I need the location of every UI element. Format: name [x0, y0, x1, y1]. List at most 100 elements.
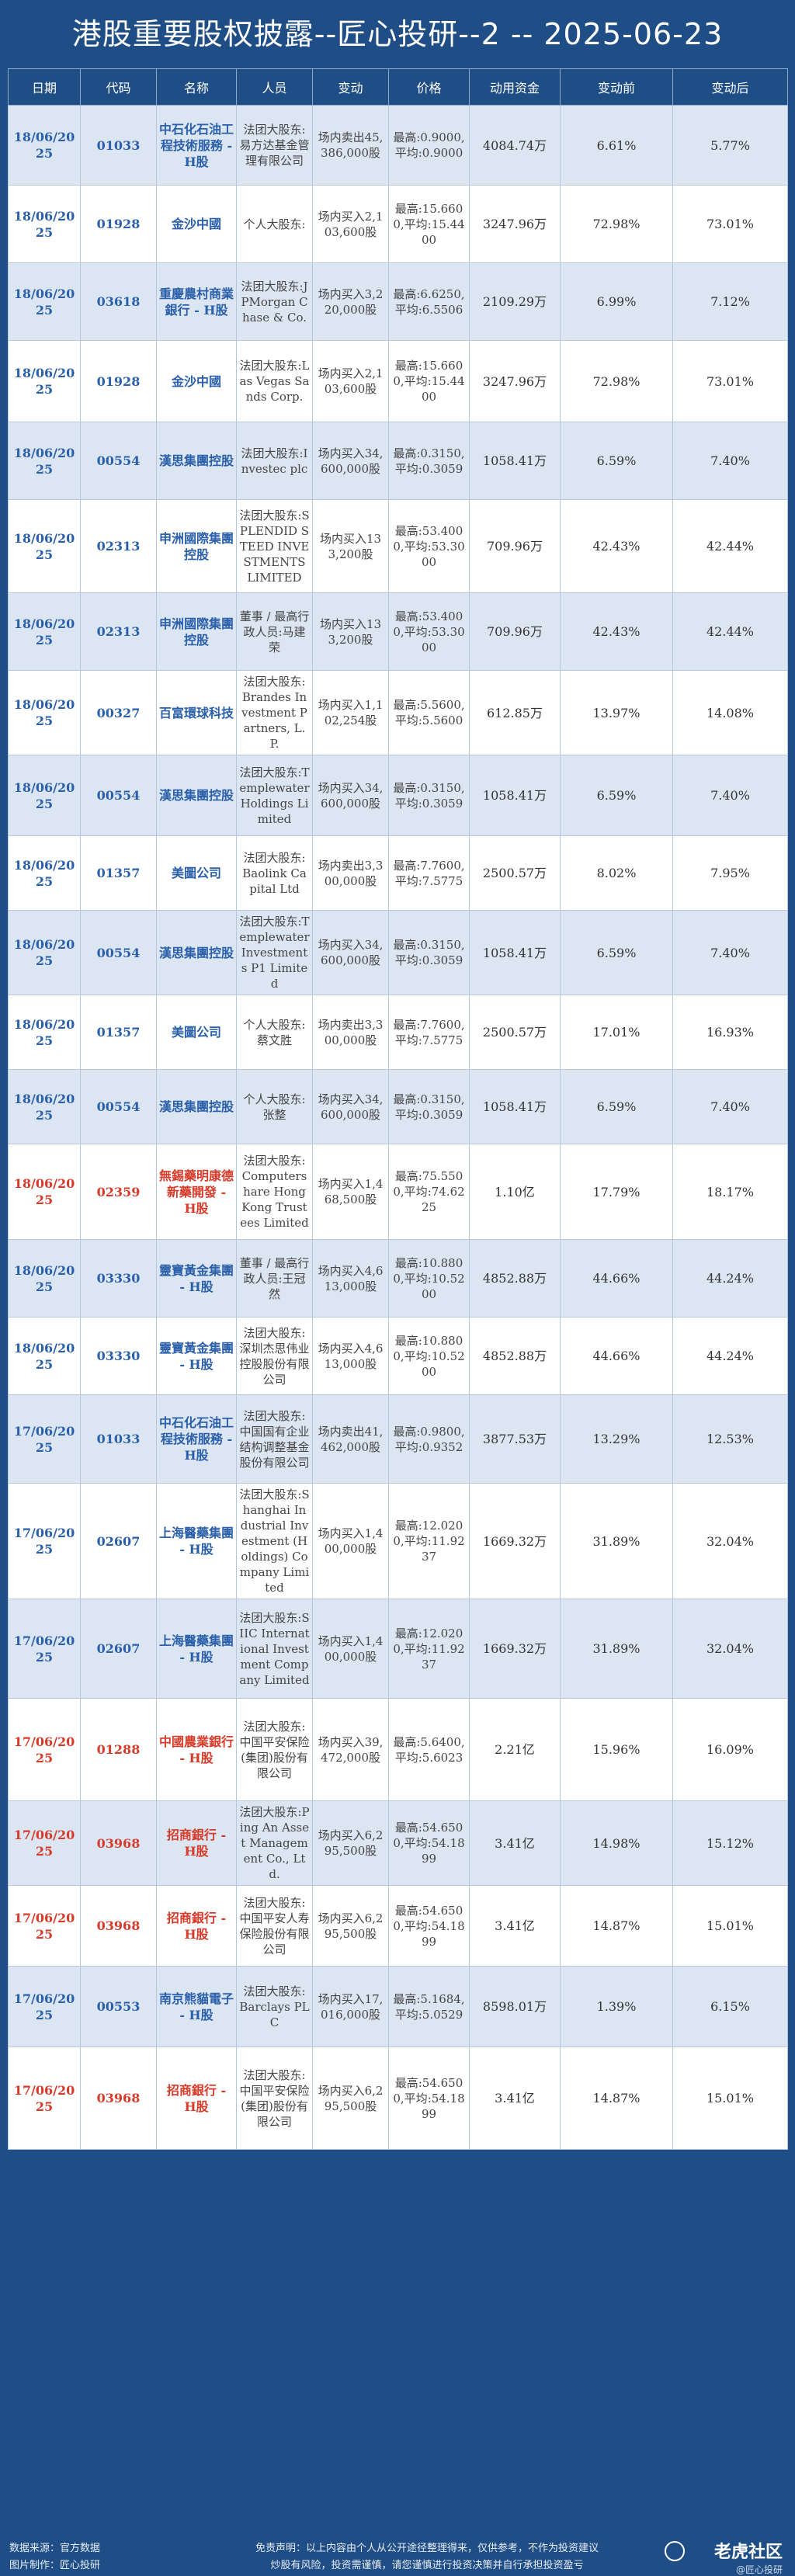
row-after: 7.40% — [672, 1069, 788, 1144]
disclosure-table: 日期 代码 名称 人员 变动 价格 动用资金 变动前 变动后 18/06/202… — [8, 68, 788, 2150]
row-person: 法团大股东:中国平安保险(集团)股份有限公司 — [236, 2047, 313, 2150]
row-change: 场内买入2,103,600股 — [312, 185, 389, 263]
row-person: 法团大股东:Las Vegas Sands Corp. — [236, 340, 313, 422]
row-change: 场内卖出41,462,000股 — [312, 1394, 389, 1484]
row-date: 18/06/2025 — [8, 1069, 81, 1144]
row-name: 美圖公司 — [156, 995, 237, 1070]
row-date: 18/06/2025 — [8, 1144, 81, 1240]
row-name: 百富環球科技 — [156, 670, 237, 755]
row-before: 31.89% — [560, 1483, 673, 1599]
row-date: 18/06/2025 — [8, 910, 81, 995]
row-before: 6.59% — [560, 910, 673, 995]
row-change: 场内买入39,472,000股 — [312, 1698, 389, 1801]
row-before: 72.98% — [560, 185, 673, 263]
row-funds: 2109.29万 — [469, 262, 561, 341]
row-price: 最高:0.3150,平均:0.3059 — [388, 422, 470, 500]
row-date: 17/06/2025 — [8, 1394, 81, 1484]
row-code: 03330 — [80, 1239, 157, 1318]
row-funds: 1058.41万 — [469, 755, 561, 836]
row-after: 16.93% — [672, 995, 788, 1070]
table-row: 17/06/2025 03968 招商銀行 - H股 法团大股东:中国平安保险(集团)… — [8, 2047, 788, 2150]
row-date: 18/06/2025 — [8, 185, 81, 263]
row-before: 14.87% — [560, 1885, 673, 1967]
row-person: 法团大股东:中国国有企业结构调整基金股份有限公司 — [236, 1394, 313, 1484]
tiger-logo-icon — [665, 2541, 685, 2561]
row-after: 15.12% — [672, 1800, 788, 1886]
row-before: 6.61% — [560, 105, 673, 186]
row-change: 场内买入3,220,000股 — [312, 262, 389, 341]
row-price: 最高:53.4000,平均:53.3000 — [388, 499, 470, 593]
table-row: 18/06/2025 00554 漢思集團控股 法团大股东:Templewater H… — [8, 755, 788, 836]
row-funds: 1058.41万 — [469, 1069, 561, 1144]
row-date: 17/06/2025 — [8, 1599, 81, 1699]
row-price: 最高:0.3150,平均:0.3059 — [388, 1069, 470, 1144]
row-change: 场内买入133,200股 — [312, 592, 389, 671]
row-price: 最高:12.0200,平均:11.9237 — [388, 1599, 470, 1699]
row-code: 02607 — [80, 1483, 157, 1599]
row-name: 申洲國際集團控股 — [156, 499, 237, 593]
row-name: 重慶農村商業銀行 - H股 — [156, 262, 237, 341]
header-date: 日期 — [8, 68, 81, 106]
row-before: 42.43% — [560, 499, 673, 593]
row-code: 03330 — [80, 1317, 157, 1395]
row-after: 42.44% — [672, 499, 788, 593]
row-person: 个人大股东:蔡文胜 — [236, 995, 313, 1070]
row-change: 场内买入6,295,500股 — [312, 2047, 389, 2150]
row-after: 15.01% — [672, 1885, 788, 1967]
row-code: 00554 — [80, 910, 157, 995]
row-code: 01928 — [80, 185, 157, 263]
row-code: 01928 — [80, 340, 157, 422]
row-funds: 1.10亿 — [469, 1144, 561, 1240]
row-code: 03618 — [80, 262, 157, 341]
row-before: 6.59% — [560, 1069, 673, 1144]
row-before: 42.43% — [560, 592, 673, 671]
table-row: 18/06/2025 03330 靈寶黃金集團 - H股 法团大股东:深圳杰思伟业控股… — [8, 1317, 788, 1395]
row-price: 最高:0.9800,平均:0.9352 — [388, 1394, 470, 1484]
row-price: 最高:54.6500,平均:54.1899 — [388, 2047, 470, 2150]
row-date: 18/06/2025 — [8, 340, 81, 422]
row-person: 法团大股东:Ping An Asset Management Co., Ltd. — [236, 1800, 313, 1886]
brand-name: 老虎社区 — [713, 2543, 783, 2562]
row-price: 最高:7.7600,平均:7.5775 — [388, 995, 470, 1070]
row-price: 最高:5.6400,平均:5.6023 — [388, 1698, 470, 1801]
row-funds: 1058.41万 — [469, 910, 561, 995]
row-person: 董事 / 最高行政人员:王冠然 — [236, 1239, 313, 1318]
table-row: 18/06/2025 00554 漢思集團控股 法团大股东:Investec plc 场… — [8, 422, 788, 500]
row-before: 31.89% — [560, 1599, 673, 1699]
row-funds: 709.96万 — [469, 592, 561, 671]
table-row: 18/06/2025 01357 美圖公司 法团大股东:Baolink Capital… — [8, 835, 788, 911]
row-person: 法团大股东:Shanghai Industrial Investment (Ho… — [236, 1483, 313, 1599]
row-change: 场内买入4,613,000股 — [312, 1317, 389, 1395]
row-date: 18/06/2025 — [8, 1317, 81, 1395]
row-name: 金沙中國 — [156, 340, 237, 422]
row-after: 73.01% — [672, 340, 788, 422]
row-funds: 612.85万 — [469, 670, 561, 755]
row-after: 14.08% — [672, 670, 788, 755]
row-funds: 8598.01万 — [469, 1966, 561, 2047]
row-after: 42.44% — [672, 592, 788, 671]
row-change: 场内买入1,400,000股 — [312, 1599, 389, 1699]
header-funds: 动用资金 — [469, 68, 561, 106]
row-before: 44.66% — [560, 1317, 673, 1395]
row-code: 03968 — [80, 1885, 157, 1967]
row-funds: 4852.88万 — [469, 1317, 561, 1395]
row-name: 招商銀行 - H股 — [156, 1885, 237, 1967]
row-person: 法团大股东:Templewater Investments P1 Limited — [236, 910, 313, 995]
row-before: 8.02% — [560, 835, 673, 911]
row-change: 场内卖出45,386,000股 — [312, 105, 389, 186]
row-price: 最高:15.6600,平均:15.4400 — [388, 340, 470, 422]
row-date: 18/06/2025 — [8, 262, 81, 341]
table-row: 17/06/2025 00553 南京熊貓電子 - H股 法团大股东:Barclays… — [8, 1966, 788, 2047]
header-code: 代码 — [80, 68, 157, 106]
row-funds: 3247.96万 — [469, 340, 561, 422]
header-price: 价格 — [388, 68, 470, 106]
row-code: 03968 — [80, 2047, 157, 2150]
row-funds: 2.21亿 — [469, 1698, 561, 1801]
row-change: 场内卖出3,300,000股 — [312, 835, 389, 911]
row-before: 14.87% — [560, 2047, 673, 2150]
table-row: 18/06/2025 02313 申洲國際集團控股 法团大股东:SPLENDID ST… — [8, 499, 788, 593]
row-change: 场内买入133,200股 — [312, 499, 389, 593]
row-date: 18/06/2025 — [8, 1239, 81, 1318]
row-name: 中石化石油工程技術服務 - H股 — [156, 1394, 237, 1484]
row-price: 最高:5.5600,平均:5.5600 — [388, 670, 470, 755]
